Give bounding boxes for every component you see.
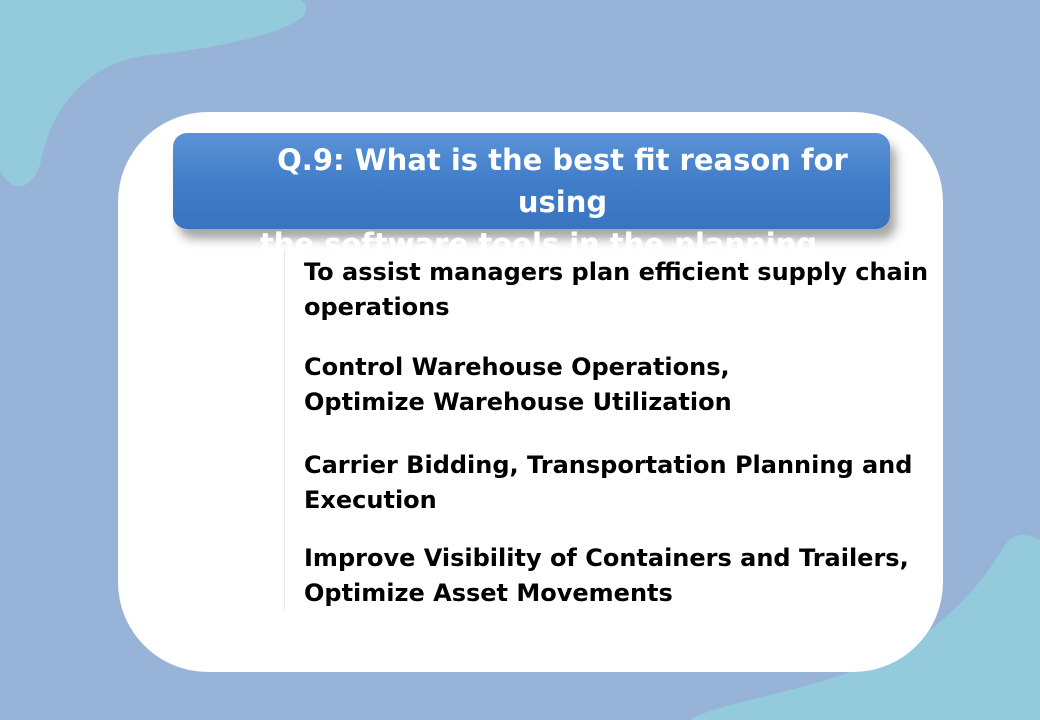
top-left-blob (0, 0, 307, 187)
question-banner: Q.9: What is the best fit reason for usi… (173, 133, 890, 303)
bottom-right-blob (690, 535, 1040, 720)
answer-option-4-line-1: Improve Visibility of Containers and Tra… (304, 544, 909, 572)
answer-option-1[interactable]: To assist managers plan efficient supply… (304, 255, 928, 325)
answer-option-2-line-2: Optimize Warehouse Utilization (304, 388, 732, 416)
answer-option-1-line-2: operations (304, 293, 450, 321)
answer-option-3-line-2: Execution (304, 486, 437, 514)
answer-option-4[interactable]: Improve Visibility of Containers and Tra… (304, 541, 909, 611)
answer-option-2[interactable]: Control Warehouse Operations, Optimize W… (304, 350, 732, 420)
answer-options: To assist managers plan efficient supply… (284, 250, 928, 611)
answer-option-3-line-1: Carrier Bidding, Transportation Planning… (304, 451, 913, 479)
question-text-line-2: the software tools in the planning suppo… (259, 227, 818, 303)
answer-option-3[interactable]: Carrier Bidding, Transportation Planning… (304, 448, 912, 518)
answer-option-2-line-1: Control Warehouse Operations, (304, 353, 730, 381)
answer-option-4-line-2: Optimize Asset Movements (304, 579, 673, 607)
answer-option-1-line-1: To assist managers plan efficient supply… (304, 258, 929, 286)
question-text-line-1: Q.9: What is the best fit reason for usi… (277, 143, 848, 219)
